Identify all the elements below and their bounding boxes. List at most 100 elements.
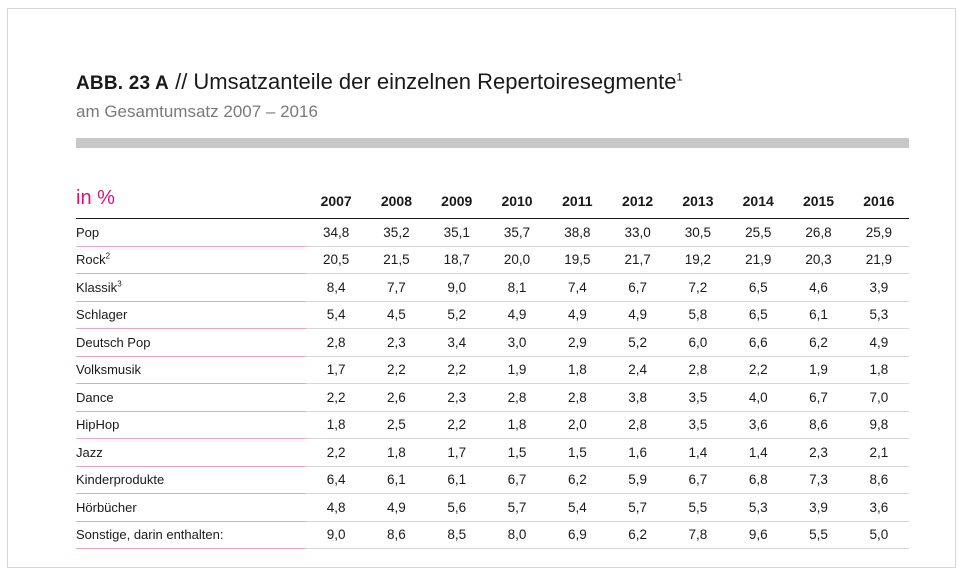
value-cell: 6,7 (486, 466, 548, 494)
value-cell: 6,1 (366, 466, 427, 494)
value-cell: 7,2 (667, 273, 729, 302)
value-cell: 25,9 (848, 218, 909, 247)
table-row: Klassik3 8,4 7,7 9,0 8,1 7,4 6,7 7,2 6,5 4,6 3,9 (76, 273, 909, 302)
value-cell: 5,5 (788, 521, 849, 549)
value-cell: 5,4 (306, 301, 367, 329)
value-cell: 2,8 (547, 383, 608, 412)
value-cell: 9,0 (306, 521, 367, 549)
table-row: Deutsch Pop 2,8 2,3 3,4 3,0 2,9 5,2 6,0 6,6 6,2 4,… (76, 328, 909, 357)
value-cell: 2,9 (547, 328, 608, 357)
value-cell: 7,8 (667, 521, 729, 549)
value-cell: 5,2 (426, 301, 487, 329)
value-cell: 1,9 (788, 356, 849, 384)
value-cell: 2,2 (306, 438, 367, 467)
value-cell: 4,5 (366, 301, 427, 329)
value-cell: 1,8 (848, 356, 909, 384)
value-cell: 8,1 (486, 273, 548, 302)
table-row: Kinderprodukte 6,4 6,1 6,1 6,7 6,2 5,9 6,7 6,8 7,… (76, 466, 909, 494)
value-cell: 1,5 (486, 438, 548, 467)
row-label-cell: Schlager (76, 301, 306, 329)
row-label-cell: Dance (76, 383, 306, 412)
value-cell: 4,6 (788, 273, 849, 302)
value-cell: 2,8 (607, 411, 668, 439)
value-cell: 4,9 (848, 328, 909, 357)
value-cell: 5,2 (607, 328, 668, 357)
year-header: 2010 (486, 173, 548, 219)
value-cell: 6,4 (306, 466, 367, 494)
value-cell: 2,8 (306, 328, 367, 357)
row-label: Rock (76, 252, 106, 268)
value-cell: 3,8 (607, 383, 668, 412)
value-cell: 6,2 (607, 521, 668, 549)
value-cell: 25,5 (728, 218, 789, 247)
value-cell: 1,8 (486, 411, 548, 439)
value-cell: 4,9 (486, 301, 548, 329)
value-cell: 8,5 (426, 521, 487, 549)
row-label: Deutsch Pop (76, 334, 151, 350)
value-cell: 6,7 (667, 466, 729, 494)
repertoire-share-table-container: in % 2007 2008 2009 2010 2011 2012 2013 2014 201… (76, 173, 909, 549)
row-label: Kinderprodukte (76, 472, 165, 488)
row-footnote-marker: 2 (105, 251, 111, 261)
value-cell: 3,9 (788, 493, 849, 522)
report-page: ABB. 23 A // Umsatzanteile der einzelnen… (7, 8, 956, 568)
year-header: 2013 (667, 173, 729, 219)
value-cell: 4,9 (547, 301, 608, 329)
value-cell: 3,9 (848, 273, 909, 302)
value-cell: 8,6 (788, 411, 849, 439)
row-label: Jazz (76, 444, 103, 460)
value-cell: 21,5 (366, 246, 427, 274)
value-cell: 8,6 (366, 521, 427, 549)
value-cell: 4,9 (366, 493, 427, 522)
row-label: Sonstige, darin enthalten: (76, 527, 224, 543)
value-cell: 3,4 (426, 328, 487, 357)
row-label-cell: Jazz (76, 438, 306, 467)
value-cell: 6,2 (788, 328, 849, 357)
value-cell: 8,0 (486, 521, 548, 549)
value-cell: 6,1 (426, 466, 487, 494)
value-cell: 9,6 (728, 521, 789, 549)
value-cell: 1,5 (547, 438, 608, 467)
value-cell: 2,2 (728, 356, 789, 384)
value-cell: 7,4 (547, 273, 608, 302)
value-cell: 38,8 (547, 218, 608, 247)
value-cell: 26,8 (788, 218, 849, 247)
value-cell: 8,6 (848, 466, 909, 494)
value-cell: 6,2 (547, 466, 608, 494)
value-cell: 3,5 (667, 411, 729, 439)
table-row: Schlager 5,4 4,5 5,2 4,9 4,9 4,9 5,8 6,5 6,1 5,3 (76, 301, 909, 329)
year-header: 2014 (728, 173, 789, 219)
value-cell: 9,8 (848, 411, 909, 439)
value-cell: 5,6 (426, 493, 487, 522)
value-cell: 6,5 (728, 301, 789, 329)
figure-title: ABB. 23 A // Umsatzanteile der einzelnen… (76, 69, 683, 95)
row-label-cell: Sonstige, darin enthalten: (76, 521, 306, 549)
value-cell: 6,8 (728, 466, 789, 494)
row-label: Dance (76, 389, 114, 405)
row-label-cell: Kinderprodukte (76, 466, 306, 494)
value-cell: 1,4 (728, 438, 789, 467)
row-label: Hörbücher (76, 499, 137, 515)
value-cell: 7,7 (366, 273, 427, 302)
figure-title-text: // Umsatzanteile der einzelnen Repertoir… (175, 69, 677, 94)
value-cell: 7,0 (848, 383, 909, 412)
value-cell: 5,3 (728, 493, 789, 522)
value-cell: 2,0 (547, 411, 608, 439)
value-cell: 33,0 (607, 218, 668, 247)
value-cell: 6,5 (728, 273, 789, 302)
value-cell: 2,2 (306, 383, 367, 412)
row-label-cell: HipHop (76, 411, 306, 439)
value-cell: 3,6 (848, 493, 909, 522)
value-cell: 19,2 (667, 246, 729, 274)
value-cell: 2,1 (848, 438, 909, 467)
value-cell: 5,8 (667, 301, 729, 329)
value-cell: 1,8 (547, 356, 608, 384)
row-label-cell: Hörbücher (76, 493, 306, 522)
table-row: HipHop 1,8 2,5 2,2 1,8 2,0 2,8 3,5 3,6 8,6 9,8 (76, 411, 909, 439)
title-footnote-marker: 1 (676, 71, 683, 84)
value-cell: 5,0 (848, 521, 909, 549)
value-cell: 5,7 (607, 493, 668, 522)
value-cell: 1,6 (607, 438, 668, 467)
value-cell: 19,5 (547, 246, 608, 274)
table-row: Pop 34,8 35,2 35,1 35,7 38,8 33,0 30,5 25,5 26,8 2… (76, 218, 909, 247)
